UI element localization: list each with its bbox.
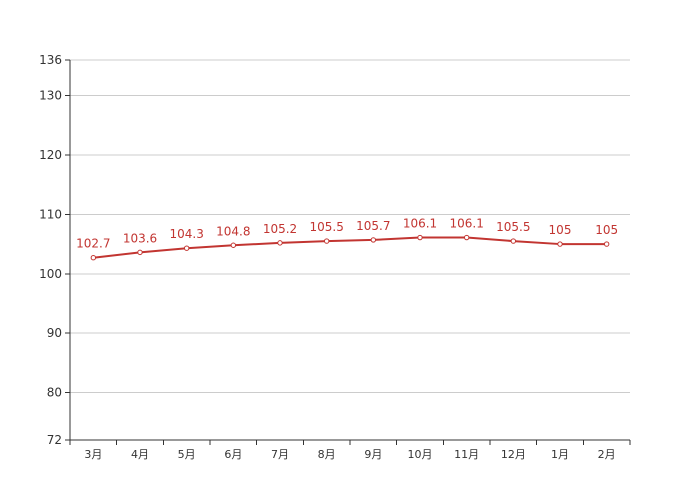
y-tick-label: 100 [39, 267, 62, 281]
grid-lines [70, 59, 630, 393]
series [90, 234, 610, 261]
data-label: 106.1 [449, 217, 483, 231]
data-point [323, 238, 330, 244]
series-line [93, 236, 607, 259]
x-tick-label: 7月 [271, 448, 289, 461]
data-label: 105 [549, 223, 572, 237]
y-tick-label: 90 [47, 326, 62, 340]
data-point [183, 245, 190, 251]
data-point [370, 237, 377, 243]
x-tick-label: 6月 [224, 448, 242, 461]
data-label: 105.5 [496, 220, 530, 234]
x-tick-label: 4月 [131, 448, 149, 461]
x-tick-label: 11月 [454, 448, 479, 461]
data-point [510, 238, 517, 244]
data-point [417, 234, 423, 241]
x-tick-label: 2月 [598, 448, 616, 461]
data-point [463, 234, 470, 241]
y-tick-label: 136 [39, 53, 62, 67]
data-point [603, 241, 610, 247]
data-label: 104.8 [216, 224, 250, 238]
y-tick-label: 72 [47, 433, 62, 447]
y-tick-label: 120 [39, 148, 62, 162]
data-label: 104.3 [169, 227, 203, 241]
y-tick-label: 80 [47, 386, 62, 400]
x-tick-label: 8月 [318, 448, 336, 461]
data-label: 106.1 [403, 217, 437, 231]
data-point [90, 255, 97, 261]
x-tick-label: 10月 [408, 448, 433, 461]
data-label: 105 [595, 223, 618, 237]
x-tick-label: 12月 [501, 448, 526, 461]
y-tick-label: 130 [39, 89, 62, 103]
data-point [137, 249, 143, 256]
data-label: 105.2 [263, 222, 297, 236]
x-axis-ticks: 3月 4月 5月 6月 7月 8月 9月 10月 11月 12月 1月 2月 [69, 440, 631, 461]
data-point [230, 242, 237, 248]
data-label: 103.6 [123, 231, 157, 245]
axes [69, 60, 630, 441]
data-point [557, 241, 563, 247]
x-tick-label: 3月 [84, 448, 102, 461]
data-point [277, 240, 283, 246]
x-tick-label: 5月 [178, 448, 196, 461]
data-label: 105.5 [309, 220, 343, 234]
data-label: 105.7 [356, 219, 390, 233]
data-labels: 102.7 103.6 104.3 104.8 105.2 105.5 105.7 106.1… [76, 217, 618, 251]
y-tick-label: 110 [39, 207, 62, 221]
data-label: 102.7 [76, 237, 110, 251]
x-tick-label: 9月 [364, 448, 382, 461]
x-tick-label: 1月 [551, 448, 569, 461]
y-axis-ticks: 72 80 90 100 110 120 130 136 [39, 53, 70, 447]
